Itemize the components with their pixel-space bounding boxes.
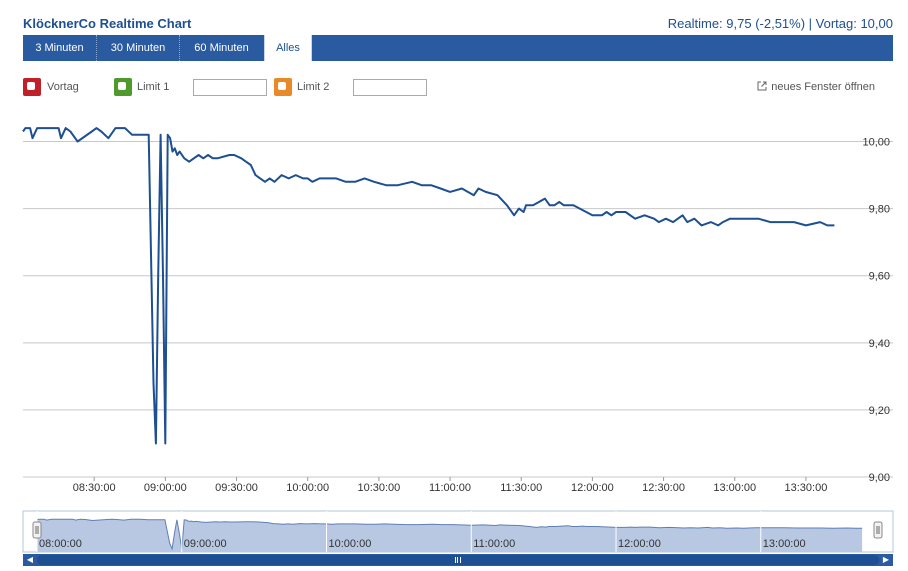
- navigator-right-handle[interactable]: [873, 521, 883, 539]
- navigator[interactable]: 08:00:00 09:00:00 10:00:00 11:00:00 12:00:00…: [22, 510, 894, 553]
- navigator-tick-label: 13:00:00: [763, 538, 806, 550]
- new-window-label: neues Fenster öffnen: [771, 81, 875, 93]
- x-tick-label: 11:00:00: [429, 482, 471, 494]
- y-tick-label: 9,00: [869, 472, 890, 484]
- navigator-tick-label: 11:00:00: [473, 538, 515, 550]
- x-tick-label: 13:30:00: [785, 482, 828, 494]
- price-series-line: [22, 127, 835, 445]
- navigator-tick-label: 12:00:00: [618, 538, 661, 550]
- tab-30-minuten[interactable]: 30 Minuten: [96, 35, 179, 61]
- limit2-label: Limit 2: [297, 81, 330, 93]
- chart-title: KlöcknerCo Realtime Chart: [23, 16, 192, 31]
- navigator-left-handle[interactable]: [32, 521, 42, 539]
- y-tick-label: 10,00: [862, 137, 890, 149]
- x-tick-label: 12:00:00: [571, 482, 614, 494]
- tab-60-minuten[interactable]: 60 Minuten: [179, 35, 263, 61]
- y-tick-label: 9,80: [869, 204, 890, 216]
- scrollbar-thumb[interactable]: [37, 555, 879, 565]
- plot-background: [23, 108, 893, 477]
- time-range-tabs: 3 Minuten 30 Minuten 60 Minuten Alles: [23, 35, 893, 61]
- navigator-tick-label: 08:00:00: [39, 538, 82, 550]
- realtime-quote: Realtime: 9,75 (-2,51%) | Vortag: 10,00: [667, 16, 893, 31]
- navigator-scrollbar[interactable]: ◀ ▶: [23, 554, 893, 566]
- new-window-link[interactable]: neues Fenster öffnen: [757, 81, 875, 93]
- navigator-tick-label: 10:00:00: [329, 538, 372, 550]
- chart-header: KlöcknerCo Realtime Chart Realtime: 9,75…: [23, 14, 893, 34]
- navigator-area: [37, 519, 863, 552]
- vortag-checkbox[interactable]: [23, 78, 41, 96]
- navigator-series-line: [36, 518, 863, 551]
- x-tick-label: 11:30:00: [500, 482, 542, 494]
- scroll-right-arrow-icon[interactable]: ▶: [882, 555, 890, 564]
- tab-3-minuten[interactable]: 3 Minuten: [35, 42, 84, 54]
- vortag-label: Vortag: [47, 81, 79, 93]
- x-tick-label: 08:30:00: [73, 482, 116, 494]
- tab-alles[interactable]: Alles: [264, 35, 312, 61]
- limit1-input[interactable]: [193, 79, 267, 96]
- plot-area: 10,00 9,80 9,60 9,40 9,20 9,00 08:30:00 09:00:0…: [22, 108, 893, 494]
- x-tick-label: 13:00:00: [713, 482, 756, 494]
- x-tick-label: 10:00:00: [286, 482, 329, 494]
- x-tick-label: 12:30:00: [642, 482, 685, 494]
- x-tick-label: 09:00:00: [144, 482, 187, 494]
- external-link-icon: [757, 81, 767, 91]
- limit2-checkbox[interactable]: [274, 78, 292, 96]
- scroll-left-arrow-icon[interactable]: ◀: [26, 555, 34, 564]
- grip-icon: [455, 557, 461, 563]
- limit1-label: Limit 1: [137, 81, 170, 93]
- y-tick-label: 9,60: [869, 271, 890, 283]
- y-tick-label: 9,20: [869, 405, 890, 417]
- x-tick-label: 10:30:00: [357, 482, 400, 494]
- chart-toolbar: Vortag Limit 1 Limit 2 neues Fenster öff…: [23, 78, 893, 98]
- limit1-checkbox[interactable]: [114, 78, 132, 96]
- x-tick-label: 09:30:00: [215, 482, 258, 494]
- y-tick-label: 9,40: [869, 338, 890, 350]
- limit2-input[interactable]: [353, 79, 427, 96]
- navigator-tick-label: 09:00:00: [184, 538, 227, 550]
